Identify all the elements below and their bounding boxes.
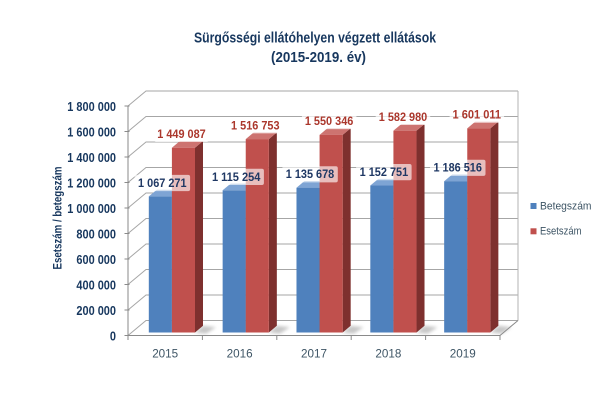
svg-text:1 186 516: 1 186 516: [433, 161, 482, 175]
svg-text:400 000: 400 000: [76, 278, 116, 293]
svg-text:1 400 000: 1 400 000: [67, 150, 116, 165]
svg-text:Sürgősségi ellátóhelyen végzet: Sürgősségi ellátóhelyen végzett ellátáso…: [194, 30, 436, 46]
svg-text:200 000: 200 000: [76, 303, 116, 318]
svg-text:(2015-2019. év): (2015-2019. év): [271, 50, 366, 66]
svg-text:2018: 2018: [375, 347, 401, 361]
svg-text:Esetszám / betegszám: Esetszám / betegszám: [51, 166, 65, 269]
svg-text:2017: 2017: [301, 347, 327, 361]
svg-text:2019: 2019: [450, 347, 476, 361]
svg-text:2016: 2016: [227, 347, 253, 361]
svg-text:1 601 011: 1 601 011: [453, 108, 502, 122]
svg-text:1 067 271: 1 067 271: [138, 176, 187, 190]
svg-text:1 600 000: 1 600 000: [67, 125, 116, 140]
svg-text:1 000 000: 1 000 000: [67, 201, 116, 216]
svg-text:2015: 2015: [152, 347, 178, 361]
svg-text:1 200 000: 1 200 000: [67, 176, 116, 191]
svg-text:1 800 000: 1 800 000: [67, 99, 116, 114]
svg-text:0: 0: [110, 329, 116, 344]
svg-text:1 135 678: 1 135 678: [286, 167, 335, 181]
svg-text:1 152 751: 1 152 751: [360, 165, 409, 179]
svg-text:1 115 254: 1 115 254: [212, 170, 261, 184]
svg-text:Esetszám: Esetszám: [540, 226, 582, 238]
svg-text:1 582 980: 1 582 980: [379, 110, 428, 124]
svg-text:800 000: 800 000: [76, 227, 116, 242]
svg-text:1 449 087: 1 449 087: [157, 127, 206, 141]
svg-text:Betegszám: Betegszám: [540, 200, 592, 212]
svg-text:1 550 346: 1 550 346: [305, 114, 354, 128]
svg-text:600 000: 600 000: [76, 252, 116, 267]
svg-text:1 516 753: 1 516 753: [231, 118, 280, 132]
